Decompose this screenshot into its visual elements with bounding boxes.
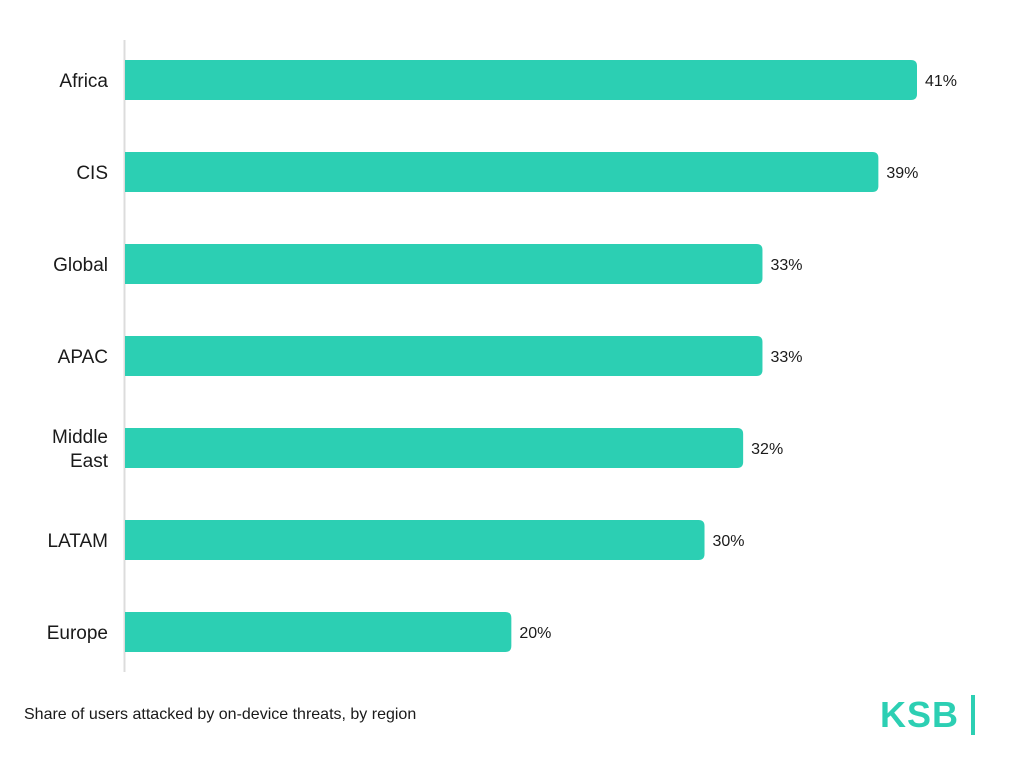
- bar-latam: [125, 520, 705, 560]
- value-label: 33%: [770, 349, 802, 366]
- value-label: 41%: [925, 73, 957, 90]
- category-label: CIS: [76, 163, 108, 184]
- category-label: Europe: [47, 623, 108, 644]
- value-label: 20%: [519, 625, 551, 642]
- bar-africa: [125, 60, 917, 100]
- value-label: 32%: [751, 441, 783, 458]
- logo-divider: [971, 695, 976, 735]
- bar-cis: [125, 152, 879, 192]
- logo-text: KSB: [880, 694, 960, 735]
- bar-middle-east: [125, 428, 744, 468]
- ksb-logo: KSB: [880, 694, 976, 736]
- bar-europe: [125, 612, 512, 652]
- value-label: 30%: [713, 533, 745, 550]
- category-label: Middle East: [52, 427, 109, 472]
- bar-chart: 41% Africa 39% CIS 33% Global 33% APAC 32% Middle…: [47, 40, 957, 672]
- chart-caption: Share of users attacked by on-device thr…: [24, 706, 417, 723]
- value-label: 39%: [886, 165, 918, 182]
- category-label: APAC: [58, 347, 108, 368]
- category-label: Global: [53, 255, 108, 276]
- bar-apac: [125, 336, 763, 376]
- category-label: Africa: [59, 71, 108, 92]
- category-label: LATAM: [47, 531, 108, 552]
- bar-global: [125, 244, 763, 284]
- value-label: 33%: [770, 257, 802, 274]
